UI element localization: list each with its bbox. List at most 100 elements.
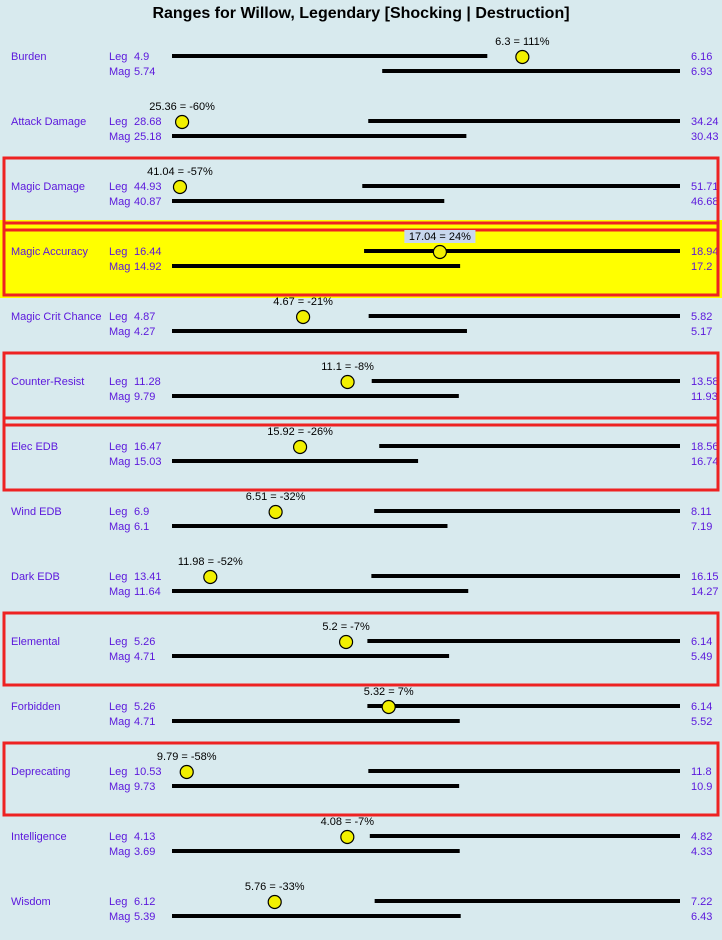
mag-series-label: Mag xyxy=(109,326,130,338)
mag-max-value: 14.27 xyxy=(691,586,719,598)
mag-max-value: 5.49 xyxy=(691,651,712,663)
leg-min-value: 4.9 xyxy=(134,51,149,63)
mag-max-value: 16.74 xyxy=(691,456,719,468)
leg-max-value: 5.82 xyxy=(691,311,712,323)
value-marker xyxy=(338,634,354,650)
leg-max-value: 8.11 xyxy=(691,506,712,518)
value-marker xyxy=(295,309,311,325)
leg-min-value: 5.26 xyxy=(134,636,155,648)
leg-max-value: 18.94 xyxy=(691,246,719,258)
row-name-label: Counter-Resist xyxy=(11,376,84,388)
row-name-label: Magic Accuracy xyxy=(11,246,89,258)
mag-min-value: 9.73 xyxy=(134,781,155,793)
mag-max-value: 6.43 xyxy=(691,911,712,923)
value-annotation: 4.08 = -7% xyxy=(321,816,375,828)
leg-series-label: Leg xyxy=(109,506,127,518)
leg-series-label: Leg xyxy=(109,116,127,128)
row-outline-box xyxy=(2,416,720,492)
leg-min-value: 6.12 xyxy=(134,896,155,908)
leg-min-value: 13.41 xyxy=(134,571,162,583)
mag-min-value: 25.18 xyxy=(134,131,162,143)
value-marker xyxy=(381,699,396,715)
row-outline-box xyxy=(2,611,720,687)
range-row: Wind EDB Leg Mag 6.9 6.1 8.11 7.19 6.51 = -32% xyxy=(11,491,712,533)
row-name-label: Wisdom xyxy=(11,896,51,908)
leg-series-label: Leg xyxy=(109,246,127,258)
mag-min-value: 4.27 xyxy=(134,326,155,338)
range-row: Elemental Leg Mag 5.26 4.71 6.14 5.49 5.2 = -7% xyxy=(11,621,712,663)
leg-max-value: 7.22 xyxy=(691,896,712,908)
value-annotation: 5.32 = 7% xyxy=(364,686,414,698)
leg-series-label: Leg xyxy=(109,376,127,388)
row-outline-box xyxy=(2,351,720,427)
value-annotation: 15.92 = -26% xyxy=(267,426,333,438)
range-row: Forbidden Leg Mag 5.26 4.71 6.14 5.52 5.32 = 7% xyxy=(11,686,712,728)
mag-min-value: 3.69 xyxy=(134,846,155,858)
mag-min-value: 6.1 xyxy=(134,521,149,533)
value-marker xyxy=(267,894,282,910)
range-row: Dark EDB Leg Mag 13.41 11.64 16.15 14.27 11.98 … xyxy=(11,556,719,598)
leg-min-value: 11.28 xyxy=(134,376,161,388)
mag-series-label: Mag xyxy=(109,521,130,533)
leg-series-label: Leg xyxy=(109,311,127,323)
leg-min-value: 28.68 xyxy=(134,116,162,128)
mag-series-label: Mag xyxy=(109,716,130,728)
value-annotation: 11.98 = -52% xyxy=(178,556,243,568)
range-row: Burden Leg Mag 4.9 5.74 6.16 6.93 6.3 = 111% xyxy=(11,36,712,78)
leg-max-value: 6.16 xyxy=(691,51,712,63)
row-outline-box xyxy=(2,156,720,232)
range-row: Deprecating Leg Mag 10.53 9.73 11.8 10.9 9.79 =… xyxy=(11,751,712,793)
value-annotation: 25.36 = -60% xyxy=(149,101,215,113)
mag-series-label: Mag xyxy=(109,131,130,143)
mag-max-value: 5.17 xyxy=(691,326,712,338)
mag-max-value: 4.33 xyxy=(691,846,712,858)
leg-series-label: Leg xyxy=(109,896,127,908)
range-row: Wisdom Leg Mag 6.12 5.39 7.22 6.43 5.76 = -33% xyxy=(11,881,712,923)
value-annotation: 4.67 = -21% xyxy=(273,296,333,308)
value-marker xyxy=(292,439,308,455)
leg-max-value: 4.82 xyxy=(691,831,712,843)
chart-title: Ranges for Willow, Legendary [Shocking |… xyxy=(152,5,570,22)
value-marker xyxy=(432,244,448,260)
row-outline-box xyxy=(2,221,720,297)
range-row: Attack Damage Leg Mag 28.68 25.18 34.24 30.43 2… xyxy=(11,101,719,143)
value-annotation: 11.1 = -8% xyxy=(321,361,374,373)
mag-max-value: 5.52 xyxy=(691,716,712,728)
mag-max-value: 17.2 xyxy=(691,261,712,273)
mag-min-value: 5.74 xyxy=(134,66,155,78)
row-name-label: Magic Damage xyxy=(11,181,85,193)
row-name-label: Deprecating xyxy=(11,766,70,778)
leg-series-label: Leg xyxy=(109,51,127,63)
mag-max-value: 6.93 xyxy=(691,66,712,78)
mag-series-label: Mag xyxy=(109,261,130,273)
row-name-label: Burden xyxy=(11,51,46,63)
leg-series-label: Leg xyxy=(109,441,127,453)
leg-min-value: 4.87 xyxy=(134,311,155,323)
mag-max-value: 46.68 xyxy=(691,196,719,208)
mag-series-label: Mag xyxy=(109,651,130,663)
value-marker xyxy=(268,504,283,520)
leg-series-label: Leg xyxy=(109,636,127,648)
leg-series-label: Leg xyxy=(109,831,127,843)
range-row: Counter-Resist Leg Mag 11.28 9.79 13.58 11.93 1… xyxy=(11,361,719,403)
mag-min-value: 15.03 xyxy=(134,456,162,468)
mag-min-value: 5.39 xyxy=(134,911,155,923)
leg-min-value: 16.47 xyxy=(134,441,162,453)
leg-max-value: 51.71 xyxy=(691,181,719,193)
value-marker xyxy=(203,569,218,585)
leg-series-label: Leg xyxy=(109,766,127,778)
highlight-band xyxy=(0,220,722,298)
leg-min-value: 44.93 xyxy=(134,181,162,193)
row-name-label: Wind EDB xyxy=(11,506,62,518)
row-outline-box xyxy=(2,741,720,817)
row-name-label: Forbidden xyxy=(11,701,61,713)
leg-max-value: 13.58 xyxy=(691,376,719,388)
value-annotation: 6.51 = -32% xyxy=(246,491,306,503)
mag-series-label: Mag xyxy=(109,586,130,598)
leg-series-label: Leg xyxy=(109,181,127,193)
leg-max-value: 6.14 xyxy=(691,701,712,713)
leg-min-value: 6.9 xyxy=(134,506,149,518)
mag-min-value: 9.79 xyxy=(134,391,155,403)
mag-series-label: Mag xyxy=(109,391,130,403)
leg-min-value: 4.13 xyxy=(134,831,155,843)
